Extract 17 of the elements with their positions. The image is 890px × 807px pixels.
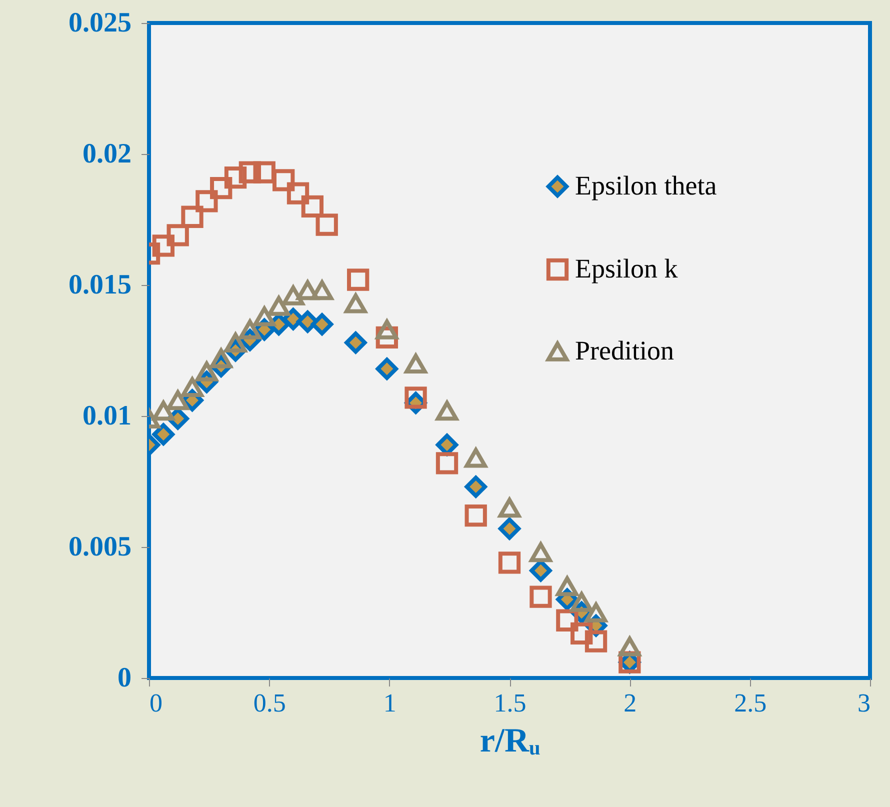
legend-label: Epsilon theta bbox=[575, 170, 717, 200]
x-tick-label: 0.5 bbox=[253, 688, 286, 718]
x-axis-title: r/Rᵤ bbox=[480, 722, 540, 760]
x-tick-label: 2.5 bbox=[734, 688, 767, 718]
legend-label: Epsilon k bbox=[575, 254, 678, 284]
x-tick-label: 3 bbox=[858, 688, 870, 718]
y-tick-label: 0.015 bbox=[68, 270, 132, 300]
x-tick-label: 2 bbox=[624, 688, 637, 718]
y-tick-label: 0 bbox=[118, 662, 132, 694]
x-tick-label: 1.5 bbox=[494, 688, 526, 718]
x-tick-label: 1 bbox=[383, 688, 396, 718]
legend-label: Predition bbox=[575, 336, 674, 366]
y-tick-label: 0.01 bbox=[82, 400, 132, 432]
y-tick-label: 0.02 bbox=[82, 138, 132, 170]
y-tick-label: 0.025 bbox=[68, 8, 132, 38]
x-tick-label: 0 bbox=[150, 688, 162, 718]
y-tick-label: 0.005 bbox=[68, 532, 132, 562]
